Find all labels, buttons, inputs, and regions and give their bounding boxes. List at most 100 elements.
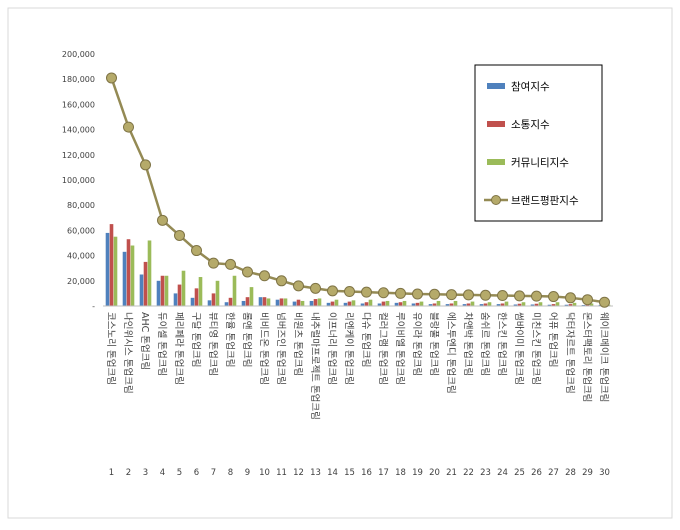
point-브랜드평판지수-27 — [548, 291, 559, 303]
point-브랜드평판지수-23 — [480, 289, 491, 301]
bar-커뮤니티지수-26 — [538, 302, 543, 306]
point-브랜드평판지수-14 — [327, 285, 338, 297]
bar-참여지수-25 — [513, 304, 518, 306]
rank-label: 18 — [395, 468, 406, 478]
y-tick-label: 120,000 — [62, 151, 95, 160]
bar-소통지수-1 — [109, 224, 114, 306]
category-label: 웨이크메이크 톤업크림 — [598, 312, 610, 402]
bar-참여지수-24 — [496, 304, 501, 306]
point-브랜드평판지수-13 — [310, 282, 321, 294]
point-브랜드평판지수-12 — [293, 280, 304, 292]
category-label: 이프너리 톤업크림 — [326, 312, 338, 385]
rank-label: 23 — [480, 468, 491, 478]
bar-참여지수-8 — [224, 302, 229, 306]
y-tick-label: 140,000 — [62, 126, 95, 135]
bar-소통지수-29 — [585, 304, 590, 306]
point-브랜드평판지수-7 — [208, 257, 219, 269]
rank-label: 9 — [245, 468, 250, 478]
point-브랜드평판지수-4 — [157, 214, 168, 226]
bar-커뮤니티지수-6 — [198, 277, 203, 306]
rank-label: 28 — [565, 468, 576, 478]
bar-소통지수-11 — [279, 298, 284, 306]
category-label: 뷰티영 톤업크림 — [207, 312, 219, 376]
rank-label: 27 — [548, 468, 559, 478]
y-tick-label: 60,000 — [67, 226, 95, 235]
y-axis: - 20,000 40,000 60,000 80,000 100,000 120,000 1… — [62, 50, 95, 311]
bar-소통지수-19 — [415, 302, 420, 306]
bar-참여지수-5 — [173, 293, 178, 306]
bar-커뮤니티지수-27 — [555, 302, 560, 306]
bar-소통지수-17 — [381, 301, 386, 306]
category-label: 닥터자르트 톤업크림 — [564, 312, 576, 394]
point-브랜드평판지수-29 — [582, 294, 593, 306]
category-label: 미친스킨 톤업크림 — [530, 312, 542, 385]
rank-label: 15 — [344, 468, 355, 478]
point-브랜드평판지수-26 — [531, 290, 542, 302]
rank-label: 5 — [177, 468, 182, 478]
point-브랜드평판지수-1 — [106, 72, 117, 84]
bar-커뮤니티지수-22 — [470, 301, 475, 306]
bar-소통지수-27 — [551, 304, 556, 306]
bar-참여지수-2 — [122, 251, 127, 306]
y-tick-label: 160,000 — [62, 100, 95, 109]
bar-참여지수-14 — [326, 302, 331, 306]
rank-label: 13 — [310, 468, 321, 478]
point-브랜드평판지수-30 — [599, 296, 610, 308]
bar-커뮤니티지수-1 — [113, 236, 118, 306]
bar-참여지수-29 — [581, 304, 586, 306]
bar-소통지수-10 — [262, 297, 267, 306]
legend-label: 커뮤니티지수 — [511, 157, 569, 169]
y-tick-label: - — [92, 302, 95, 311]
point-브랜드평판지수-10 — [259, 270, 270, 282]
point-브랜드평판지수-19 — [412, 288, 423, 300]
legend-swatch-참여지수 — [487, 83, 505, 89]
category-label: 다슈 톤업크림 — [360, 312, 372, 367]
point-브랜드평판지수-11 — [276, 275, 287, 287]
rank-label: 2 — [126, 468, 131, 478]
bar-소통지수-7 — [211, 293, 216, 306]
bar-커뮤니티지수-8 — [232, 275, 237, 306]
category-label: 코스노리 톤업크림 — [105, 312, 117, 385]
rank-label: 29 — [582, 468, 593, 478]
bar-참여지수-22 — [462, 304, 467, 306]
bar-커뮤니티지수-28 — [572, 302, 577, 306]
rank-label: 19 — [412, 468, 423, 478]
bar-소통지수-28 — [568, 304, 573, 306]
rank-label: 16 — [361, 468, 372, 478]
legend-box — [474, 64, 603, 222]
bar-소통지수-24 — [500, 303, 505, 306]
category-label: 나인위시스 톤업크림 — [122, 312, 134, 394]
bar-참여지수-3 — [139, 274, 144, 306]
category-label: 넘버즈인 톤업크림 — [275, 312, 287, 385]
category-label: 내추럴마프로젝트 톤업크림 — [309, 312, 321, 420]
y-tick-label: 100,000 — [62, 176, 95, 185]
bar-참여지수-4 — [156, 280, 161, 306]
category-label: 한스킨 톤업크림 — [496, 312, 508, 376]
rank-label: 14 — [327, 468, 338, 478]
point-브랜드평판지수-21 — [446, 289, 457, 301]
point-브랜드평판지수-18 — [395, 287, 406, 299]
legend-label: 소통지수 — [511, 119, 550, 131]
rank-label: 3 — [143, 468, 148, 478]
bar-커뮤니티지수-16 — [368, 299, 373, 306]
rank-label: 8 — [228, 468, 233, 478]
rank-label: 7 — [211, 468, 216, 478]
category-label: 숨쉬르 톤업크림 — [479, 312, 491, 376]
rank-label: 6 — [194, 468, 199, 478]
x-labels: 코스노리 톤업크림 1 나인위시스 톤업크림 2 AHC 톤업크림 3 듀이셀 톤업크림 4 페… — [105, 312, 610, 478]
bar-참여지수-26 — [530, 304, 535, 306]
point-브랜드평판지수-16 — [361, 286, 372, 298]
bar-커뮤니티지수-24 — [504, 301, 509, 306]
point-브랜드평판지수-25 — [514, 290, 525, 302]
bar-참여지수-19 — [411, 303, 416, 306]
rank-label: 17 — [378, 468, 389, 478]
point-브랜드평판지수-2 — [123, 121, 134, 133]
bar-커뮤니티지수-17 — [385, 300, 390, 306]
point-브랜드평판지수-15 — [344, 286, 355, 298]
rank-label: 10 — [259, 468, 270, 478]
category-label: 비원츠 톤업크림 — [292, 312, 304, 376]
bar-소통지수-4 — [160, 275, 165, 306]
